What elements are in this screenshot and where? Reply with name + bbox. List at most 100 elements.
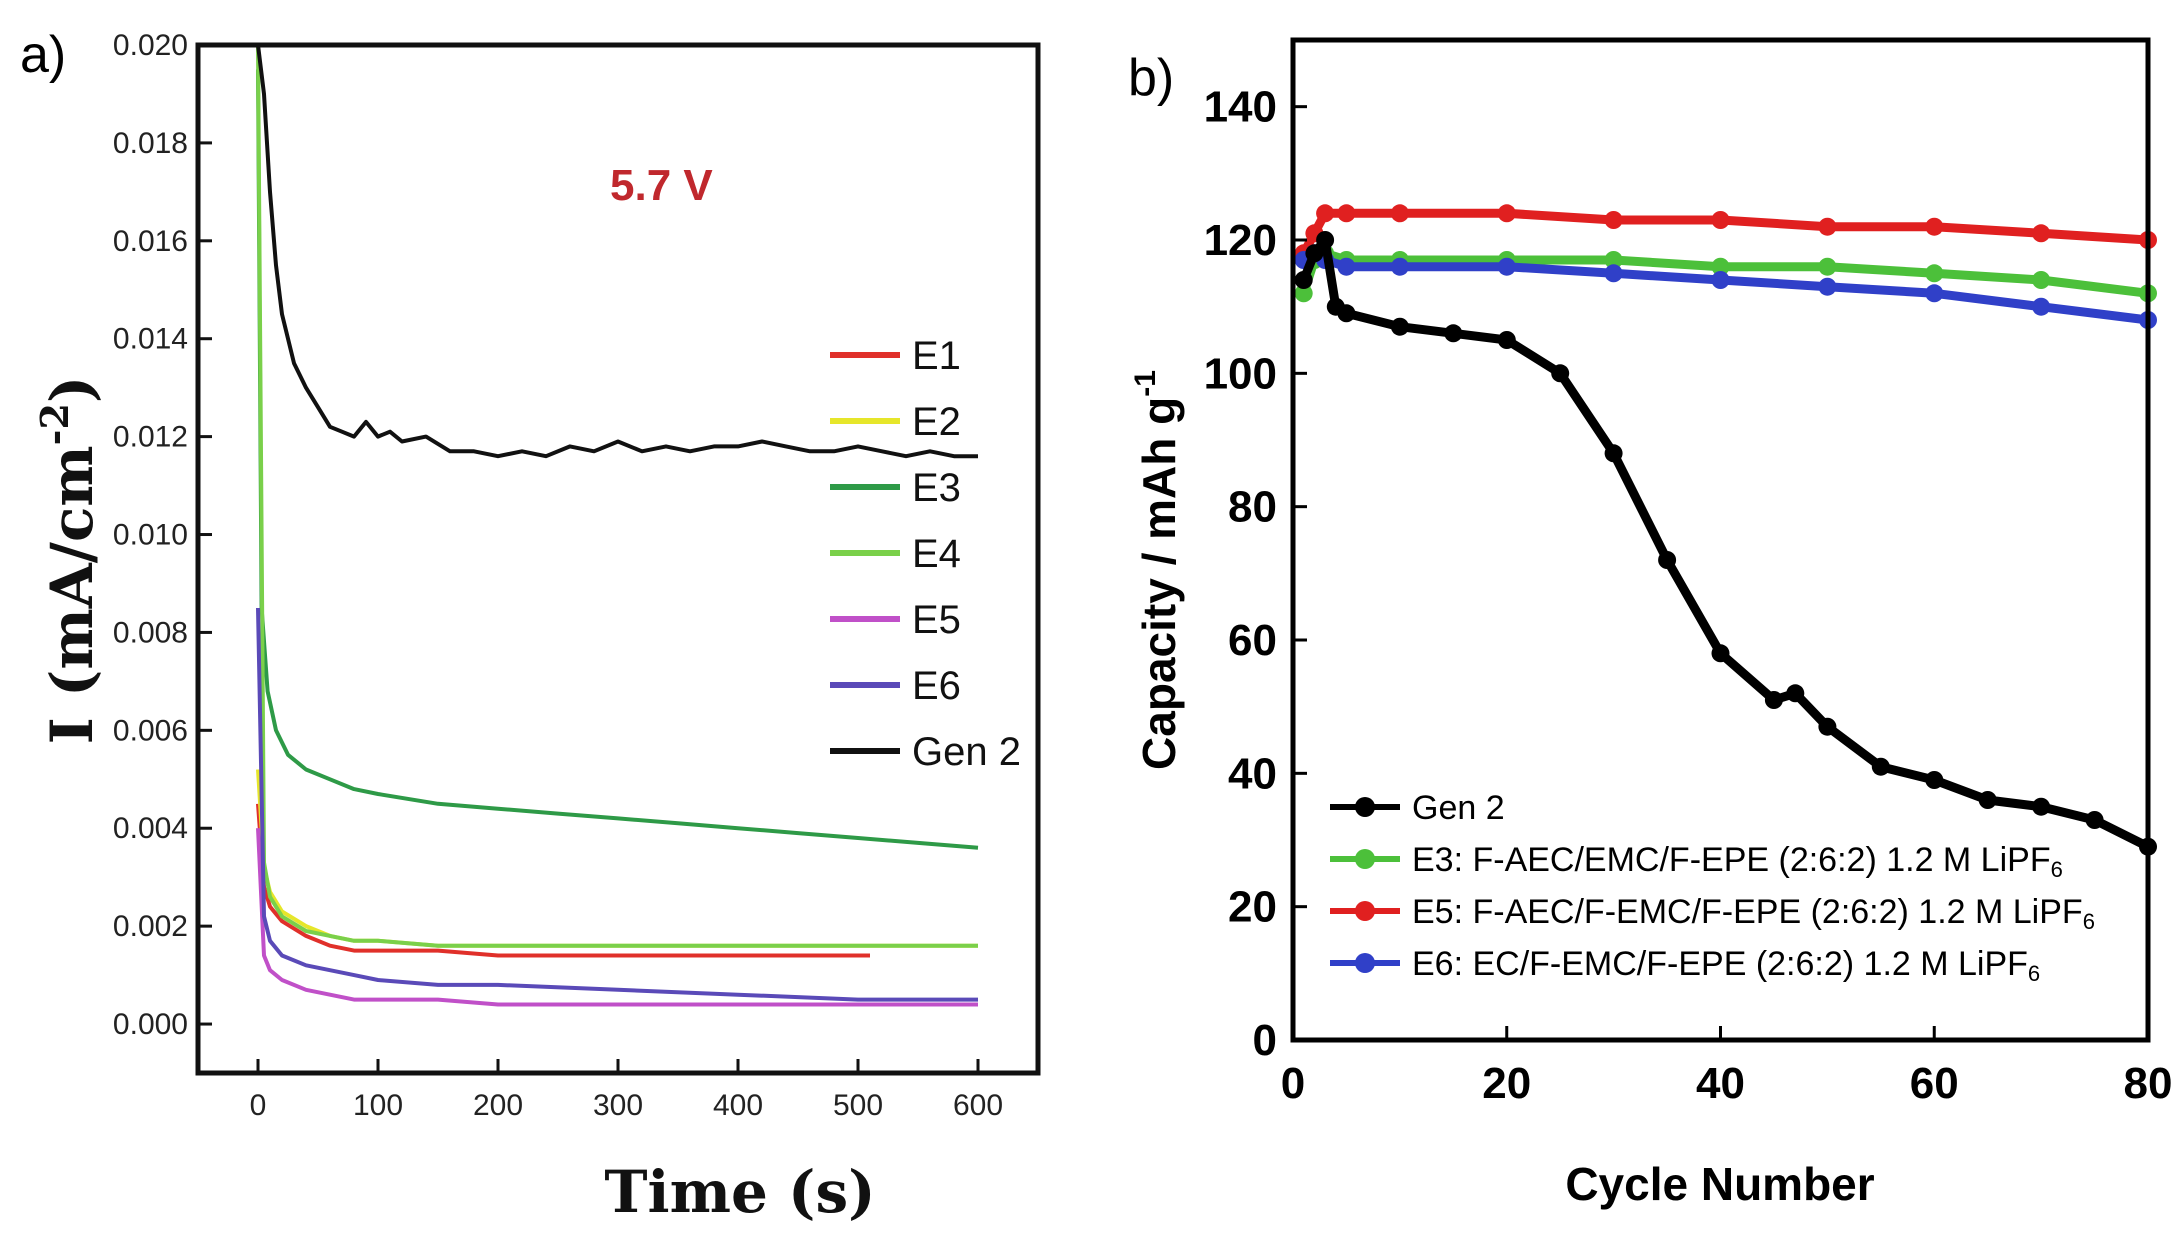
- panel-b-series-4-point: [1337, 257, 1356, 276]
- panel-a-y-axis-title-close: ): [38, 376, 106, 403]
- panel-b-series-3-point: [1316, 204, 1335, 223]
- panel-a-y-tick-label: 0.000: [113, 1008, 188, 1041]
- panel-b-series-1-point: [1925, 771, 1944, 789]
- panel-b-legend-label-subscript: 6: [2051, 857, 2063, 882]
- panel-a-x-tick-label: 100: [353, 1089, 403, 1122]
- panel-b-y-axis-title-sup: -1: [1129, 370, 1162, 397]
- panel-b-series-1-point: [2085, 811, 2104, 829]
- panel-b-series-1-point: [1551, 364, 1570, 383]
- panel-a-x-tick-label: 400: [713, 1089, 763, 1122]
- panel-b-series-1-point: [1871, 757, 1890, 776]
- panel-a-y-tick-label: 0.008: [113, 616, 188, 649]
- panel-a-y-tick-label: 0.016: [113, 225, 188, 258]
- panel-b-y-axis-title-main: Capacity / mAh g: [1133, 397, 1185, 770]
- panel-b-series-2-point: [1925, 264, 1944, 283]
- panel-b-x-tick-label: 60: [1910, 1059, 1959, 1108]
- panel-a-y-tick-label: 0.018: [113, 127, 188, 160]
- panel-b-series-4-point: [1818, 277, 1837, 296]
- panel-a-x-axis-title: Time (s): [604, 1158, 875, 1226]
- panel-b-series-3-point: [2032, 224, 2051, 243]
- panel-b-y-tick-label: 120: [1204, 216, 1277, 265]
- panel-a-y-axis-title: I (mA/cm-2): [32, 376, 106, 745]
- panel-a-y-tick-label: 0.010: [113, 519, 188, 552]
- panel-b-y-tick-label: 40: [1228, 749, 1277, 798]
- panel-b-legend-label: E3: F-AEC/EMC/F-EPE (2:6:2) 1.2 M LiPF6: [1412, 841, 2063, 882]
- panel-a-x-tick-label: 500: [833, 1089, 883, 1122]
- panel-b-series-2-point: [1711, 257, 1730, 276]
- panel-b-series-1-point: [1978, 791, 1997, 809]
- panel-b-series-4-point: [2032, 297, 2051, 316]
- panel-b-x-axis-title: Cycle Number: [1565, 1158, 1874, 1210]
- panel-a-y-tick-label: 0.020: [113, 29, 188, 62]
- panel-a-y-tick-label: 0.004: [113, 812, 188, 845]
- panel-b-series-1-point: [1604, 444, 1623, 463]
- panel-b-series-2-point: [2032, 271, 2051, 289]
- panel-b-series-1-point: [1711, 644, 1730, 663]
- panel-b-legend-swatch-marker: [1355, 901, 1375, 921]
- panel-b-series-1-point: [1497, 331, 1516, 349]
- panel-a-legend-label: Gen 2: [912, 730, 1021, 774]
- panel-b-series-3-point: [1390, 204, 1409, 223]
- panel-b-series-1-point: [1294, 271, 1313, 289]
- panel-b-legend-label: E6: EC/F-EMC/F-EPE (2:6:2) 1.2 M LiPF6: [1412, 945, 2040, 986]
- panel-b-legend: Gen 2 E3: F-AEC/EMC/F-EPE (2:6:2) 1.2 M L…: [1330, 789, 2095, 986]
- panel-b-series-3-point: [1337, 204, 1356, 223]
- panel-b-series-group: [1294, 204, 2157, 856]
- panel-a-legend-label: E1: [912, 334, 961, 378]
- panel-a-legend-label: E5: [912, 598, 961, 642]
- panel-b-x-tick-label: 0: [1281, 1059, 1305, 1108]
- panel-b-series-3-point: [1711, 211, 1730, 229]
- panel-b-legend-label-subscript: 6: [2028, 961, 2040, 986]
- panel-b-series-1-point: [1818, 717, 1837, 736]
- panel-a-x-tick-label: 300: [593, 1089, 643, 1122]
- panel-b-chart: b) 0 20 40 60 80 0 20 40 60 80 100 120 140 Gen 2 E3: …: [1128, 37, 2173, 1210]
- panel-b-series-3-point: [1604, 211, 1623, 229]
- panel-b-y-axis-title: Capacity / mAh g-1: [1129, 370, 1185, 770]
- panel-b-y-tick-label: 0: [1253, 1016, 1277, 1065]
- panel-b-series-2-point: [1294, 284, 1313, 303]
- panel-a-y-tick-label: 0.006: [113, 714, 188, 747]
- panel-b-y-tick-label: 20: [1228, 883, 1277, 932]
- panel-b-series-3-point: [1925, 217, 1944, 236]
- panel-b-series-1-point: [1305, 244, 1324, 263]
- panel-b-legend-label: E5: F-AEC/F-EMC/F-EPE (2:6:2) 1.2 M LiPF…: [1412, 893, 2095, 934]
- panel-a-x-tick-label: 200: [473, 1089, 523, 1122]
- panel-b-y-tick-label: 60: [1228, 616, 1277, 665]
- panel-a-y-axis-title-main: I (mA/cm: [38, 445, 106, 744]
- panel-b-series-1-point: [1658, 551, 1677, 569]
- panel-a-x-tick-label: 0: [250, 1089, 267, 1122]
- panel-a-series-line-5: [256, 828, 978, 1007]
- panel-b-series-1-point: [1316, 231, 1335, 249]
- panel-b-series-2-point: [1818, 257, 1837, 276]
- panel-b-x-tick-label: 20: [1482, 1059, 1531, 1108]
- panel-b-series-3-point: [1497, 204, 1516, 223]
- panel-b-legend-swatch-marker: [1355, 953, 1375, 973]
- panel-a-y-tick-label: 0.014: [113, 323, 188, 356]
- panel-b-series-1-point: [2032, 797, 2051, 816]
- panel-a-series-group: [256, 44, 979, 1007]
- panel-b-legend-label: Gen 2: [1412, 789, 1505, 827]
- panel-a-x-tick-label: 600: [953, 1089, 1003, 1122]
- panel-a-legend-label: E2: [912, 400, 961, 444]
- panel-a-label: a): [20, 26, 66, 84]
- panel-b-legend-label-subscript: 6: [2083, 909, 2095, 934]
- panel-b-ticks: 0 20 40 60 80 0 20 40 60 80 100 120 140: [1204, 83, 2173, 1108]
- panel-b-series-3-point: [1818, 217, 1837, 236]
- panel-b-x-tick-label: 80: [2124, 1059, 2173, 1108]
- panel-b-series-4-point: [1497, 257, 1516, 276]
- panel-b-y-tick-label: 100: [1204, 349, 1277, 398]
- panel-a-legend-label: E3: [912, 466, 961, 510]
- panel-a-voltage-annotation: 5.7 V: [610, 161, 713, 210]
- panel-a-legend-label: E4: [912, 532, 961, 576]
- panel-b-y-tick-label: 80: [1228, 483, 1277, 532]
- panel-a-legend-label: E6: [912, 664, 961, 708]
- panel-b-series-4-point: [1390, 257, 1409, 276]
- panel-a-chart: a) 0 100 200 300 400 500 600 0.000 0.002 0.004 0.0…: [20, 26, 1041, 1226]
- panel-a-series-line-6: [256, 607, 978, 1002]
- panel-b-series-1-point: [1390, 317, 1409, 336]
- panel-a-legend: E1 E2 E3 E4 E5 E6 Gen 2: [830, 334, 1021, 774]
- panel-b-x-tick-label: 40: [1696, 1059, 1745, 1108]
- panel-b-legend-swatch-marker: [1355, 797, 1375, 817]
